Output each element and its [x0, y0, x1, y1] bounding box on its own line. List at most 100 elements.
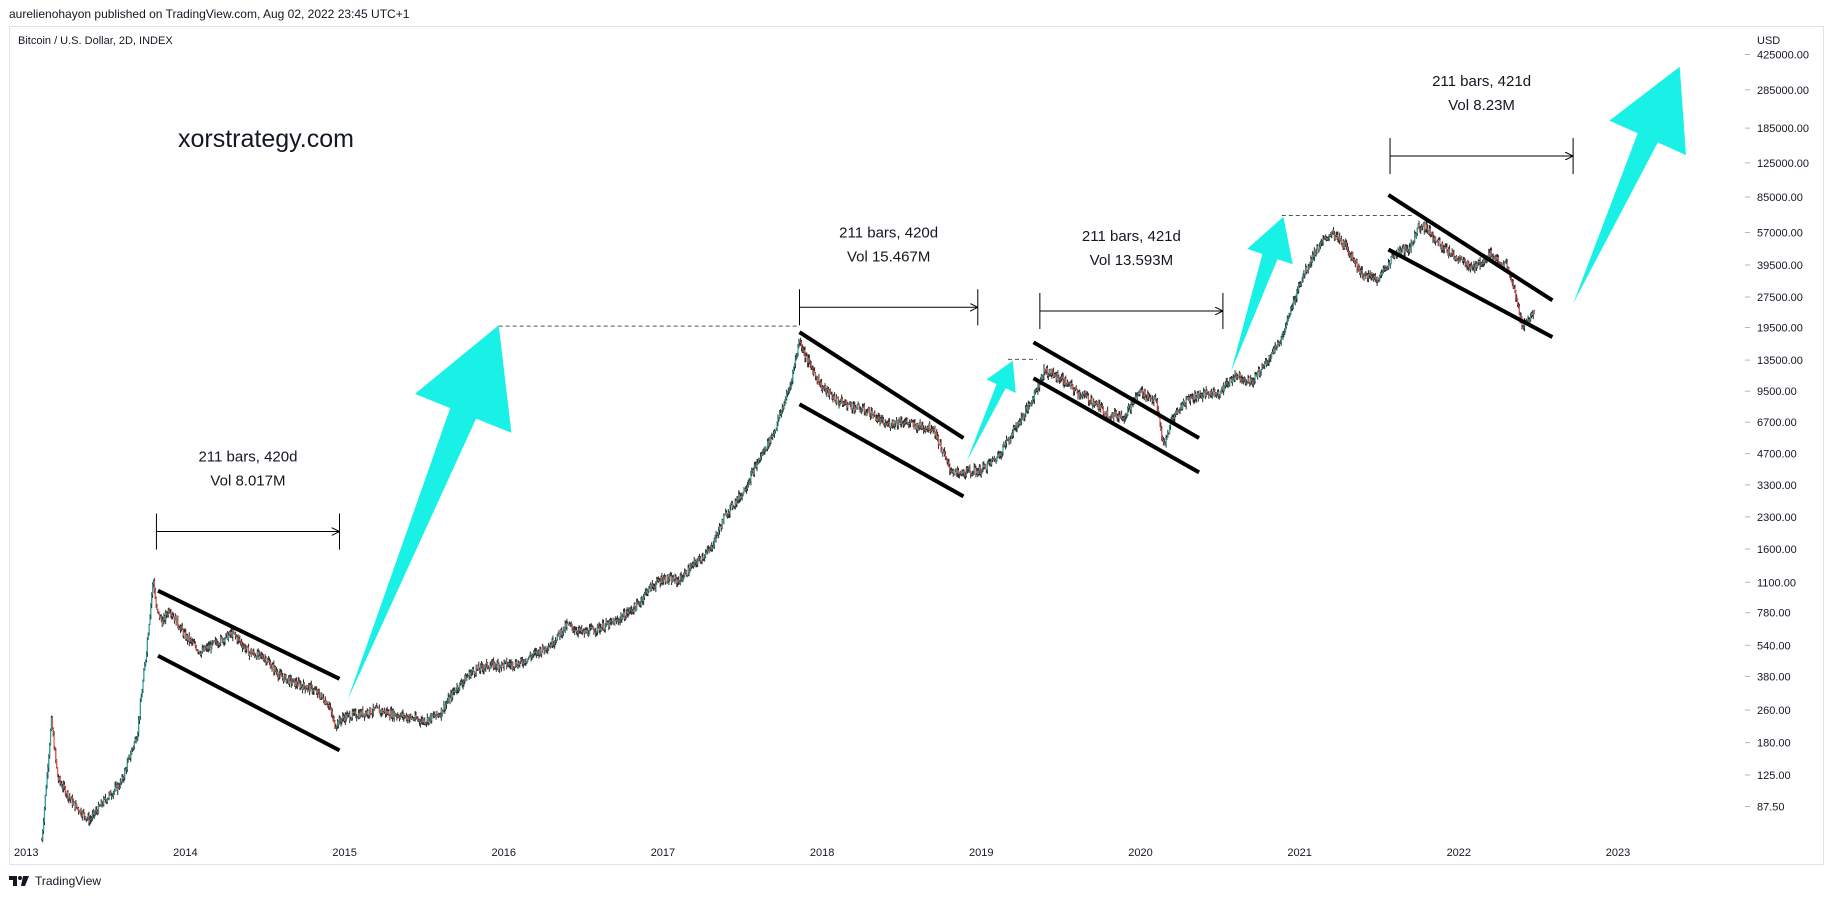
candle-body — [197, 650, 199, 652]
candle-body — [1494, 256, 1496, 260]
candle-body — [755, 464, 757, 468]
candle-body — [537, 650, 539, 652]
candle-body — [213, 640, 216, 642]
y-tick-label: 87.50 — [1757, 802, 1785, 814]
candle-body — [1196, 392, 1199, 398]
candle-body — [1470, 265, 1472, 269]
candle-body — [258, 651, 260, 656]
candle-body — [1029, 403, 1031, 406]
candle-body — [1529, 319, 1531, 321]
candle-body — [1097, 404, 1099, 410]
candle-body — [159, 616, 162, 619]
candle-body — [396, 715, 398, 717]
candle-body — [142, 681, 144, 692]
candle-body — [1041, 375, 1043, 379]
candle-body — [1032, 397, 1034, 403]
candle-body — [1108, 416, 1110, 419]
candle-body — [1032, 397, 1035, 400]
candle-body — [189, 639, 191, 642]
candle-body — [290, 677, 292, 684]
candle-body — [1173, 418, 1175, 420]
candle-body — [746, 485, 749, 489]
candle-body — [1468, 262, 1470, 268]
candle-body — [652, 585, 654, 587]
candles — [41, 220, 1535, 843]
candle-body — [1378, 281, 1380, 283]
candle-body — [1431, 232, 1433, 235]
candle-body — [909, 423, 911, 425]
candle-body — [678, 581, 681, 584]
candle-body — [465, 676, 468, 681]
candle-body — [845, 401, 847, 404]
candle-body — [877, 416, 879, 421]
symbol-label[interactable]: Bitcoin / U.S. Dollar, 2D, INDEX — [18, 35, 173, 47]
candle-body — [61, 784, 63, 788]
candle-body — [958, 472, 960, 475]
candle-body — [1479, 261, 1481, 267]
candle-body — [268, 659, 270, 662]
candle-body — [1197, 392, 1199, 399]
candle-body — [1358, 266, 1360, 270]
candle-body — [954, 471, 956, 475]
candle-body — [1151, 398, 1153, 401]
channel-lines — [157, 193, 1554, 753]
chart-frame[interactable] — [9, 26, 1824, 865]
candle-body — [1171, 417, 1173, 421]
candle-body — [968, 468, 970, 470]
candle-body — [734, 500, 736, 506]
candle-body — [650, 584, 653, 591]
candle-body — [123, 778, 125, 780]
candle-body — [1409, 247, 1411, 252]
candle-body — [1475, 263, 1477, 271]
x-tick-label: 2014 — [173, 847, 197, 859]
candle-body — [943, 451, 946, 455]
candle-body — [1459, 258, 1461, 260]
candle-body — [1227, 383, 1229, 386]
candle-body — [1276, 347, 1278, 349]
candle-body — [138, 720, 140, 733]
y-tick-label: 2300.00 — [1757, 512, 1797, 524]
candle-body — [833, 395, 835, 400]
candle-body — [786, 393, 788, 399]
candle-body — [1180, 404, 1182, 410]
channel-line — [1387, 193, 1554, 303]
candle-body — [827, 388, 829, 390]
candle-body — [1435, 241, 1438, 243]
candle-body — [1485, 258, 1487, 262]
candle-body — [866, 411, 868, 415]
candle-body — [300, 684, 302, 688]
candle-body — [951, 470, 953, 472]
candle-body — [1373, 275, 1376, 278]
candle-body — [841, 398, 843, 402]
candle-body — [55, 749, 57, 760]
candle-body — [1025, 406, 1028, 409]
candle-body — [632, 610, 634, 612]
candle-body — [989, 461, 991, 463]
candle-body — [1246, 382, 1248, 384]
candle-body — [386, 710, 388, 714]
candle-body — [469, 671, 471, 678]
candle-body — [1257, 368, 1260, 371]
candle-body — [371, 712, 373, 714]
candle-body — [621, 616, 623, 620]
candle-body — [227, 634, 230, 640]
candle-body — [787, 391, 790, 393]
candle-body — [1387, 268, 1389, 270]
candle-body — [1053, 374, 1056, 378]
candle-body — [873, 412, 875, 418]
candle-body — [1159, 417, 1161, 427]
candle-body — [1375, 277, 1377, 280]
candle-body — [1386, 268, 1388, 270]
candle-body — [1454, 257, 1456, 260]
candle-body — [136, 738, 138, 742]
candle-body — [584, 630, 586, 634]
projection-arrow — [966, 360, 1016, 462]
candle-body — [311, 685, 313, 692]
candle-body — [683, 576, 685, 578]
candle-body — [1243, 378, 1245, 381]
candle-body — [515, 662, 517, 667]
channel-line — [157, 588, 341, 681]
candle-body — [1283, 332, 1285, 334]
channel-line — [798, 330, 965, 440]
